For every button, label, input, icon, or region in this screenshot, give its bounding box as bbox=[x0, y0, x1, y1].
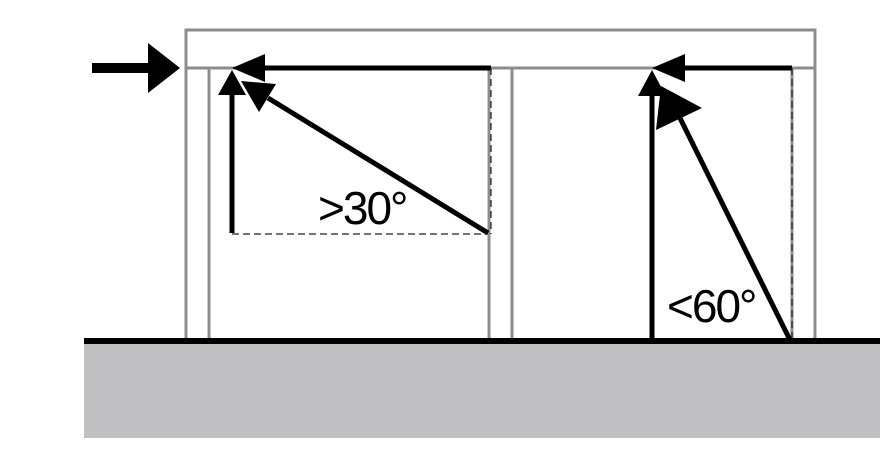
left-diagonal-arrowhead-icon bbox=[241, 81, 276, 112]
left-brace-group: >30° bbox=[218, 54, 492, 236]
right-horizontal-arrowhead-icon bbox=[652, 54, 685, 82]
right-vertical-arrowhead-icon bbox=[638, 70, 666, 96]
frame-center-post bbox=[487, 68, 514, 338]
left-diagonal-brace bbox=[266, 95, 490, 236]
right-brace-group: <60° bbox=[638, 54, 793, 342]
ground-block bbox=[84, 342, 880, 438]
right-angle-label: <60° bbox=[667, 280, 755, 332]
ground bbox=[84, 338, 880, 438]
left-vertical-arrowhead-icon bbox=[218, 70, 246, 95]
frame-top-beam bbox=[184, 28, 817, 338]
load-arrow-shaft bbox=[92, 63, 152, 73]
load-arrow-head bbox=[148, 43, 180, 93]
arrow-right-icon bbox=[92, 43, 180, 93]
right-diagonal-brace bbox=[673, 108, 793, 342]
right-diagonal-arrowhead-icon bbox=[656, 86, 702, 130]
left-angle-label: >30° bbox=[318, 182, 406, 234]
left-horizontal-arrowhead-icon bbox=[232, 54, 265, 82]
